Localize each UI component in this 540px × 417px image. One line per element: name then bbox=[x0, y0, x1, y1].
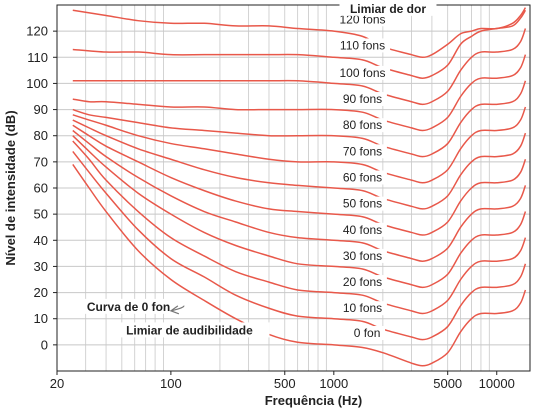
x-tick-label: 1000 bbox=[319, 376, 348, 391]
curve-label-bg bbox=[338, 144, 387, 159]
annotation-bg bbox=[339, 0, 437, 16]
curve-110-fons bbox=[72, 9, 527, 79]
curve-label-bg bbox=[338, 222, 387, 237]
curve-label: 90 fons bbox=[343, 92, 382, 106]
y-tick-label: 100 bbox=[26, 76, 48, 91]
curve-label: 100 fons bbox=[339, 66, 385, 80]
curve-label-bg bbox=[334, 38, 391, 53]
curve-label: 30 fons bbox=[343, 249, 382, 263]
curve-label-bg bbox=[338, 248, 387, 263]
y-axis-title: Nível de intensidade (dB) bbox=[3, 110, 18, 265]
y-tick-label: 40 bbox=[34, 233, 48, 248]
y-tick-label: 60 bbox=[34, 181, 48, 196]
curve-120-fons bbox=[72, 7, 527, 59]
y-tick-label: 30 bbox=[34, 259, 48, 274]
curve-label-bg bbox=[334, 65, 391, 80]
curve-label-bg bbox=[338, 275, 387, 290]
y-tick-label: 0 bbox=[41, 337, 48, 352]
curve-label: 50 fons bbox=[343, 197, 382, 211]
arrow-head-icon bbox=[169, 305, 180, 315]
curve-0-fon bbox=[72, 164, 527, 367]
curve-label-bg bbox=[338, 196, 387, 211]
annotation-label: Limiar de audibilidade bbox=[126, 323, 253, 337]
curve-label-bg bbox=[338, 92, 387, 107]
curve-label-bg bbox=[338, 301, 387, 316]
curve-label: 60 fons bbox=[343, 170, 382, 184]
y-tick-label: 20 bbox=[34, 285, 48, 300]
curve-label: 10 fons bbox=[343, 301, 382, 315]
y-tick-label: 80 bbox=[34, 128, 48, 143]
curve-label: 40 fons bbox=[343, 223, 382, 237]
y-tick-label: 70 bbox=[34, 154, 48, 169]
annotation-label: Limiar de dor bbox=[350, 2, 426, 16]
curve-label: 20 fons bbox=[343, 275, 382, 289]
annotation-arrow bbox=[170, 305, 185, 312]
y-tick-label: 120 bbox=[26, 24, 48, 39]
x-tick-label: 10000 bbox=[479, 376, 515, 391]
y-tick-label: 90 bbox=[34, 102, 48, 117]
curve-label-bg bbox=[338, 170, 387, 185]
curve-100-fons bbox=[72, 28, 527, 106]
curve-label: 0 fon bbox=[354, 326, 381, 340]
curve-label: 80 fons bbox=[343, 118, 382, 132]
curve-label: 110 fons bbox=[340, 38, 385, 52]
x-axis-title: Frequência (Hz) bbox=[265, 393, 363, 408]
x-tick-label: 5000 bbox=[433, 376, 462, 391]
curve-label-bg bbox=[349, 326, 386, 341]
curve-label: 70 fons bbox=[343, 144, 382, 158]
curve-label-bg bbox=[338, 118, 387, 133]
y-tick-label: 110 bbox=[27, 50, 48, 65]
annotation-bg bbox=[76, 298, 181, 314]
annotation-label: Curva de 0 fon bbox=[87, 300, 170, 314]
x-tick-label: 500 bbox=[274, 376, 296, 391]
annotation-bg bbox=[109, 322, 270, 338]
x-tick-label: 20 bbox=[50, 376, 64, 391]
y-tick-label: 10 bbox=[34, 311, 48, 326]
y-tick-label: 50 bbox=[34, 207, 48, 222]
x-tick-label: 100 bbox=[160, 376, 182, 391]
